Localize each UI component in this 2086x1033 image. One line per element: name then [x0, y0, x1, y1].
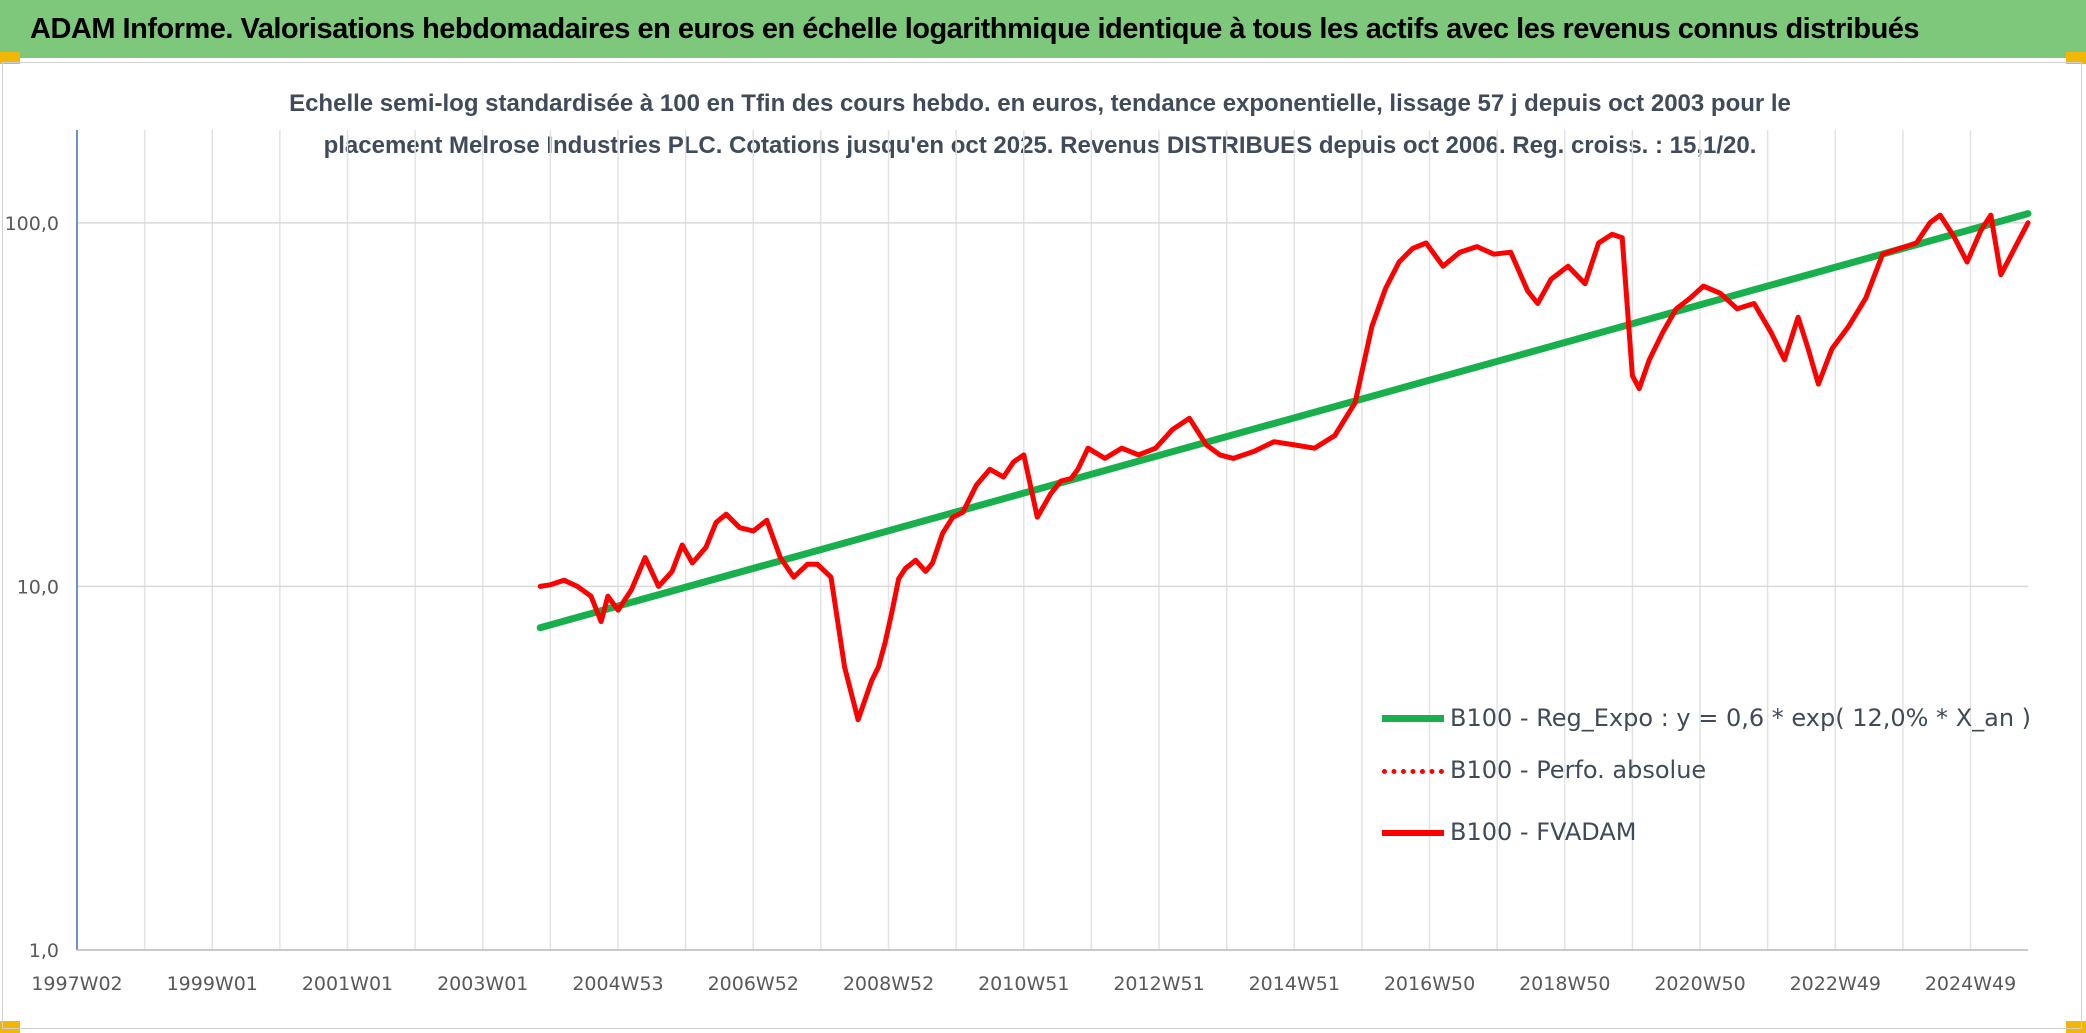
corner-marker-top-right [2066, 52, 2086, 64]
header-banner: ADAM Informe. Valorisations hebdomadaire… [0, 0, 2086, 58]
series-line-reg-expo [536, 210, 2032, 632]
banner-title: ADAM Informe. Valorisations hebdomadaire… [30, 13, 1920, 45]
x-tick-label: 2022W49 [1790, 973, 1881, 995]
corner-marker-top-left [0, 52, 20, 64]
x-tick-label: 2004W53 [572, 973, 663, 995]
chart-title-line-1: Echelle semi-log standardisée à 100 en T… [289, 90, 1791, 117]
y-tick-label: 100,0 [5, 213, 59, 235]
x-tick-label: 2024W49 [1925, 973, 2016, 995]
x-tick-label: 2008W52 [843, 973, 934, 995]
x-tick-label: 2020W50 [1654, 973, 1745, 995]
legend-label-fvadam: B100 - FVADAM [1450, 818, 1637, 846]
x-tick-label: 2010W51 [978, 973, 1069, 995]
legend-swatch-reg-expo [1382, 715, 1444, 722]
chart-frame [2, 62, 2082, 1029]
y-tick-label: 10,0 [17, 576, 59, 598]
x-tick-label: 2012W51 [1113, 973, 1204, 995]
legend-label-reg-expo: B100 - Reg_Expo : y = 0,6 * exp( 12,0% *… [1450, 704, 2032, 732]
legend-swatch-perfo-absolue [1382, 769, 1444, 774]
corner-marker-bottom-left [0, 1021, 20, 1033]
x-tick-label: 1999W01 [167, 973, 258, 995]
x-tick-label: 1997W02 [31, 973, 122, 995]
x-tick-label: 2003W01 [437, 973, 528, 995]
series-line-fvadam [537, 212, 2031, 723]
legend-swatch-fvadam [1382, 830, 1444, 836]
y-tick-label: 1,0 [29, 940, 59, 962]
x-tick-label: 2006W52 [708, 973, 799, 995]
x-tick-label: 2014W51 [1249, 973, 1340, 995]
chart-title-line-2: placement Melrose Industries PLC. Cotati… [323, 132, 1757, 159]
legend-label-perfo-absolue: B100 - Perfo. absolue [1450, 756, 1707, 784]
x-tick-label: 2001W01 [302, 973, 393, 995]
x-tick-label: 2016W50 [1384, 973, 1475, 995]
x-tick-label: 2018W50 [1519, 973, 1610, 995]
